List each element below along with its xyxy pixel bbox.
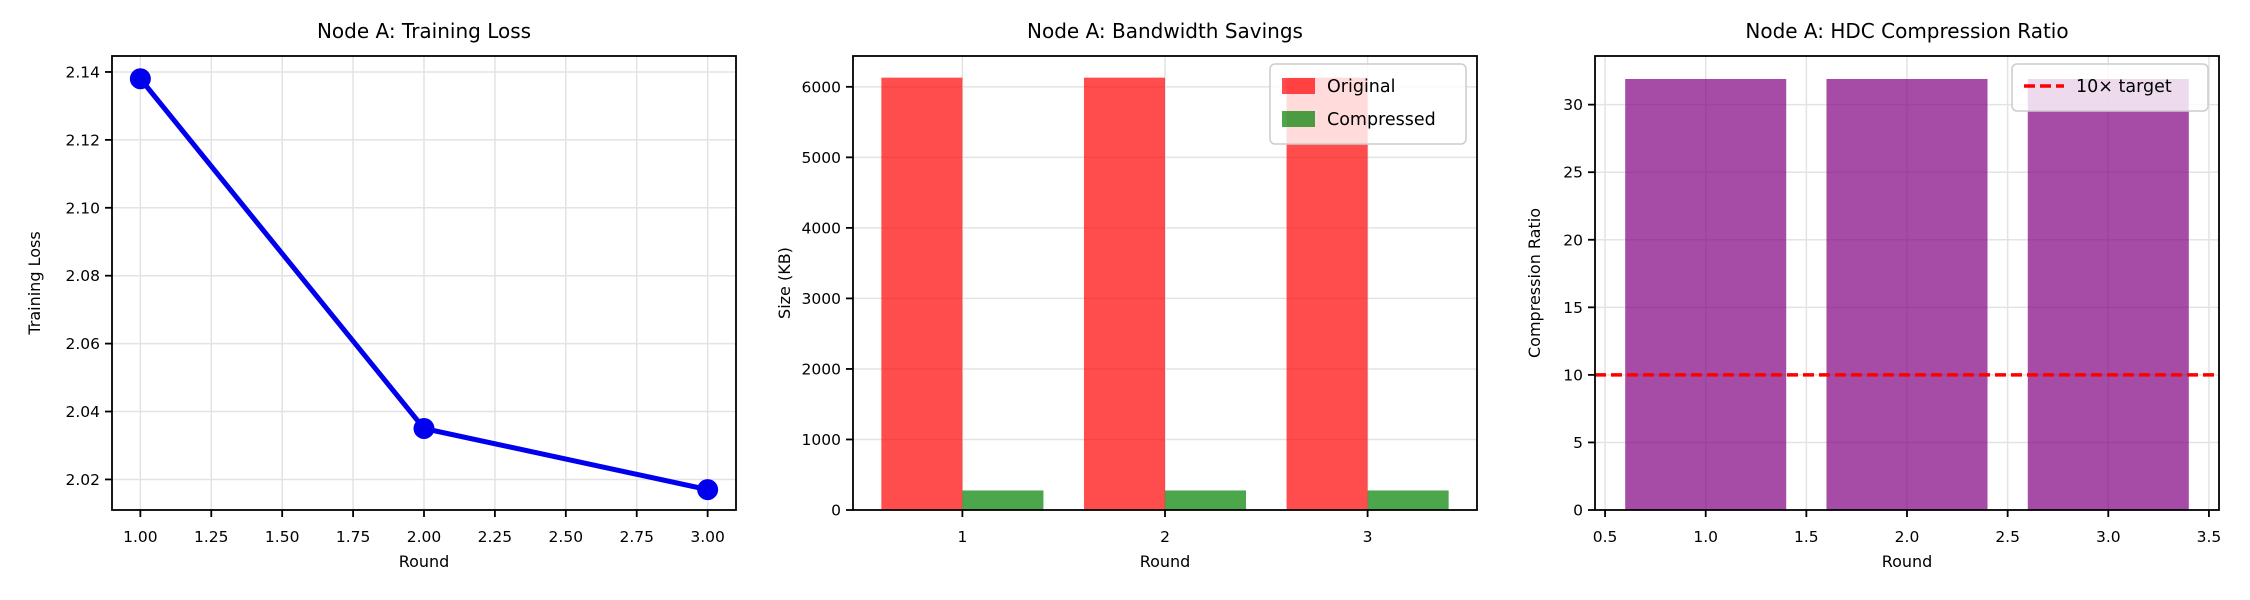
x-tick-label: 1.50 — [265, 528, 300, 546]
legend: Original Compressed — [1269, 63, 1467, 145]
data-point — [413, 418, 435, 440]
x-axis-label: Round — [1882, 552, 1933, 571]
chart-line-svg: 1.00 1.25 1.50 1.75 2.00 2.25 2.50 2.75 3.00 2.02… — [25, 19, 737, 571]
y-tick-label: 2.10 — [65, 199, 100, 217]
y-axis-label: Training Loss — [25, 231, 44, 335]
x-tick-label: 3 — [1363, 528, 1373, 546]
y-axis-label: Size (KB) — [775, 247, 794, 319]
x-axis-label: Round — [399, 552, 450, 571]
bar-ratio — [1826, 78, 1988, 510]
x-tick-label: 2.0 — [1895, 528, 1920, 546]
y-tick-label: 0 — [831, 502, 841, 520]
legend: 10× target — [2011, 63, 2209, 112]
legend-box — [2011, 63, 2209, 112]
y-tick-label: 6000 — [802, 78, 841, 96]
x-axis-label: Round — [1140, 552, 1191, 571]
y-tick-label: 25 — [1563, 164, 1583, 182]
x-tick-label: 1.25 — [194, 528, 229, 546]
chart-title: Node A: Bandwidth Savings — [1027, 19, 1303, 43]
x-tick-label: 3.00 — [690, 528, 725, 546]
y-tick-label: 0 — [1573, 502, 1583, 520]
x-tick-label: 2.75 — [619, 528, 654, 546]
bar-compressed — [1367, 490, 1449, 510]
x-tick-label: 1.5 — [1794, 528, 1819, 546]
y-tick-label: 3000 — [802, 290, 841, 308]
bar-compressed — [1165, 490, 1247, 510]
y-tick-label: 2000 — [802, 360, 841, 378]
legend-box — [1269, 63, 1467, 145]
x-tick-label: 2.50 — [549, 528, 584, 546]
y-tick-label: 2.02 — [65, 471, 100, 489]
legend-swatch-compressed — [1282, 111, 1315, 127]
chart-title: Node A: HDC Compression Ratio — [1745, 19, 2068, 43]
legend-label: Original — [1327, 77, 1395, 97]
panel-training-loss: 1.00 1.25 1.50 1.75 2.00 2.25 2.50 2.75 3.00 2.02… — [0, 0, 750, 600]
y-tick-label: 20 — [1563, 231, 1583, 249]
y-tick-label: 10 — [1563, 366, 1583, 384]
x-tick-label: 0.5 — [1593, 528, 1618, 546]
bar-ratio — [1625, 78, 1787, 510]
x-tick-label: 1 — [957, 528, 967, 546]
data-point — [129, 68, 151, 90]
y-axis-label: Compression Ratio — [1525, 208, 1544, 358]
y-tick-label: 1000 — [802, 431, 841, 449]
y-tick-label: 2.12 — [65, 131, 100, 149]
x-tick-label: 1.0 — [1693, 528, 1718, 546]
y-tick-label: 4000 — [802, 219, 841, 237]
legend-swatch-original — [1282, 78, 1315, 94]
x-tick-label: 1.75 — [336, 528, 371, 546]
bar-original — [1083, 77, 1165, 510]
bar-original — [881, 77, 963, 510]
x-tick-label: 1.00 — [123, 528, 158, 546]
chart-grouped_bar-svg: 1 2 3 0 1000 2000 3000 4000 5000 6000 Node A: Band… — [775, 19, 1478, 571]
bar-compressed — [962, 490, 1044, 510]
legend-label: Compressed — [1327, 110, 1436, 130]
panel-bandwidth-savings: 1 2 3 0 1000 2000 3000 4000 5000 6000 Node A: Band… — [750, 0, 1500, 600]
chart-bar-svg: 0.5 1.0 1.5 2.0 2.5 3.0 3.5 0 5 10 15 20 25 30 Node A:… — [1525, 19, 2222, 571]
x-tick-label: 2 — [1160, 528, 1170, 546]
legend-label: 10× target — [2076, 77, 2172, 97]
y-tick-label: 2.14 — [65, 63, 100, 81]
panel-hdc-compression-ratio: 0.5 1.0 1.5 2.0 2.5 3.0 3.5 0 5 10 15 20 25 30 Node A:… — [1500, 0, 2250, 600]
x-tick-label: 2.25 — [478, 528, 513, 546]
y-tick-label: 15 — [1563, 299, 1583, 317]
x-tick-label: 2.00 — [407, 528, 442, 546]
bar-ratio — [2027, 78, 2189, 510]
bar-original — [1286, 77, 1368, 510]
x-tick-label: 2.5 — [1995, 528, 2020, 546]
y-tick-label: 2.06 — [65, 335, 100, 353]
data-point — [697, 479, 719, 501]
y-tick-label: 5 — [1573, 434, 1583, 452]
y-tick-label: 30 — [1563, 96, 1583, 114]
y-tick-label: 5000 — [802, 149, 841, 167]
x-tick-label: 3.0 — [2096, 528, 2121, 546]
chart-title: Node A: Training Loss — [317, 19, 531, 43]
y-tick-label: 2.08 — [65, 267, 100, 285]
y-tick-label: 2.04 — [65, 403, 100, 421]
x-tick-label: 3.5 — [2197, 528, 2222, 546]
